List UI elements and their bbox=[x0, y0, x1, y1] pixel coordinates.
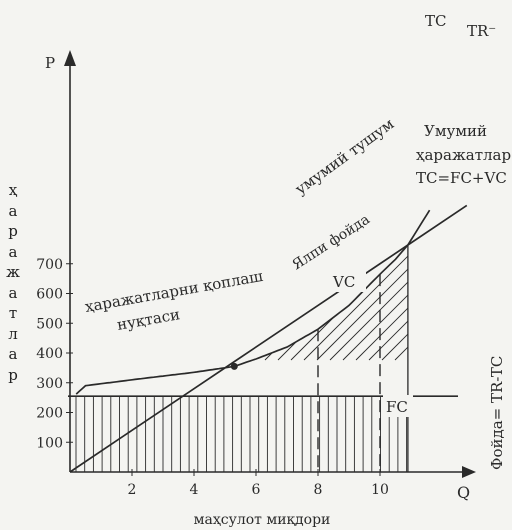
y-tick-label: 600 bbox=[36, 287, 63, 303]
hatch-line bbox=[355, 245, 408, 361]
tr-series-label: TR⁻ bbox=[467, 22, 496, 40]
tr-line bbox=[69, 204, 468, 473]
fc-hatch-region bbox=[75, 396, 408, 472]
y-axis-title-letter: т bbox=[8, 304, 18, 322]
y-tick-label: 200 bbox=[36, 406, 63, 422]
break-even-label-2: нуқтаси bbox=[116, 305, 182, 334]
hatch-line bbox=[342, 245, 408, 361]
x-tick-label: 10 bbox=[371, 482, 389, 498]
x-tick-label: 4 bbox=[190, 482, 199, 498]
total-costs-label-bg bbox=[414, 118, 510, 188]
y-axis-symbol: P bbox=[45, 54, 55, 72]
y-tick-label: 500 bbox=[36, 316, 63, 332]
hatch-line bbox=[76, 245, 214, 361]
total-costs-label-3: TC=FC+VC bbox=[416, 169, 507, 187]
y-axis-title-letter: р bbox=[8, 365, 18, 384]
x-tick-label: 6 bbox=[252, 482, 261, 498]
total-costs-label-1: Умумий bbox=[424, 122, 487, 140]
profit-formula-label: Фойда= TR-TC bbox=[488, 356, 506, 470]
hatch-line bbox=[76, 245, 331, 361]
fc-label-bg bbox=[383, 395, 413, 417]
y-tick-label: 100 bbox=[36, 435, 63, 451]
hatch-line bbox=[329, 245, 408, 361]
vc-label-bg bbox=[330, 270, 366, 292]
y-axis-title-letter: а bbox=[8, 242, 18, 261]
y-tick-label: 400 bbox=[36, 346, 63, 362]
y-axis-title-letter: р bbox=[8, 222, 18, 240]
tc-series-label: TC bbox=[425, 12, 446, 30]
vc-label: VC bbox=[332, 273, 355, 291]
fc-label: FC bbox=[386, 398, 408, 416]
tc-curve bbox=[75, 209, 431, 395]
y-tick-label: 700 bbox=[36, 257, 63, 273]
break-even-point bbox=[230, 362, 238, 370]
y-tick-label: 300 bbox=[36, 376, 63, 392]
x-axis-symbol: Q bbox=[457, 483, 470, 502]
hatch-line bbox=[76, 245, 227, 361]
total-costs-label-2: ҳаражатлар bbox=[416, 146, 511, 164]
y-axis-arrow bbox=[64, 50, 76, 66]
y-axis-title-letter: а bbox=[8, 345, 18, 363]
x-axis-arrow bbox=[462, 466, 476, 478]
total-revenue-label: умумий тушум bbox=[292, 115, 398, 199]
hatch-line bbox=[76, 245, 136, 361]
y-axis-title-letter: а bbox=[8, 283, 18, 302]
hatch-line bbox=[303, 245, 408, 361]
hatch-line bbox=[316, 245, 408, 361]
y-axis-title-letter: л bbox=[8, 324, 18, 343]
hatch-line bbox=[76, 245, 318, 361]
x-tick-label: 2 bbox=[128, 482, 137, 498]
x-tick-label: 8 bbox=[314, 482, 323, 498]
x-axis-title: маҳсулот миқдори bbox=[194, 512, 331, 528]
y-axis-title-letter: ҳ bbox=[8, 181, 18, 199]
y-axis-title-letter: ж bbox=[6, 263, 20, 281]
gross-profit-label: Ялпи фойда bbox=[289, 211, 372, 273]
y-axis-title-letter: а bbox=[8, 201, 18, 220]
